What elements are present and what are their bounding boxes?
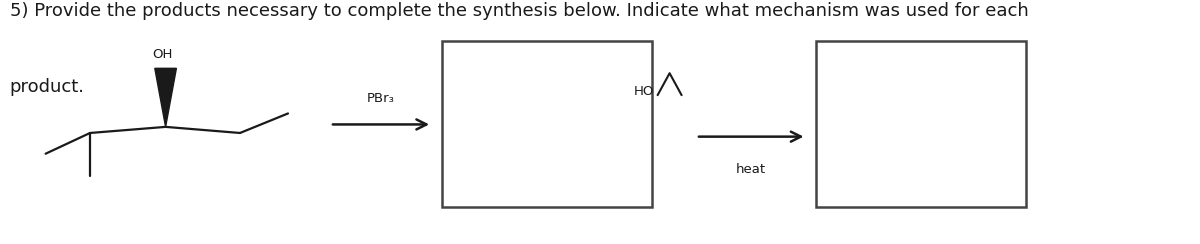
Text: OH: OH [152,48,172,61]
Text: HO: HO [634,85,654,98]
Bar [442,41,652,207]
Text: product.: product. [10,78,84,96]
Text: heat: heat [736,163,767,176]
Bar [816,41,1026,207]
Polygon shape [155,68,176,127]
Text: 5) Provide the products necessary to complete the synthesis below. Indicate what: 5) Provide the products necessary to com… [10,2,1028,20]
Text: PBr₃: PBr₃ [366,92,395,105]
